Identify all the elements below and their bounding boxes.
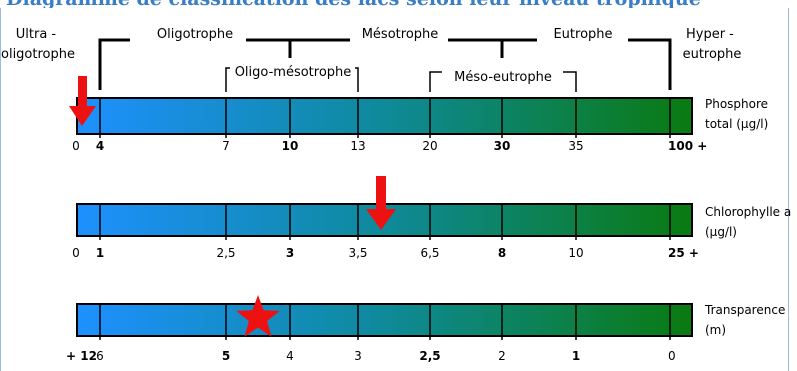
phosphore-arrow xyxy=(69,76,96,126)
phosphore-bar xyxy=(76,97,693,135)
tick-label: 2,5 xyxy=(419,349,440,363)
tick-label: 6 xyxy=(96,349,104,363)
hyper-eutrophe-label: Hyper - eutrophe xyxy=(683,27,742,62)
transparence-tick-labels: + 12 6 5 4 3 2,5 2 1 0 xyxy=(66,349,676,363)
tick-label: 100 + xyxy=(668,139,707,153)
transparence-bar xyxy=(76,303,693,337)
phosphore-dividers xyxy=(99,98,671,138)
oligo-meso-bracket xyxy=(225,67,359,92)
tick-label: 6,5 xyxy=(420,246,439,260)
tick-label: 10 xyxy=(568,246,583,260)
title-strip: Diagramme de classification des lacs sel… xyxy=(0,0,797,8)
chlorophylle-arrow xyxy=(366,176,396,230)
phosphore-tick-labels: 0 4 7 10 13 20 30 35 100 + xyxy=(72,139,707,153)
tick-label: 5 xyxy=(222,349,230,363)
meso-eutrophe-bracket xyxy=(429,71,577,92)
frame-right-border xyxy=(788,8,789,371)
transparence-star xyxy=(236,295,280,337)
tick-label: 1 xyxy=(96,246,104,260)
tick-label: 25 + xyxy=(668,246,699,260)
eutrophe-label: Eutrophe xyxy=(553,27,612,42)
chlorophylle-dividers xyxy=(99,204,671,240)
phosphore-scale-label: Phosphore total (µg/l) xyxy=(705,97,772,131)
frame-left-border xyxy=(0,8,1,371)
tick-label: 1 xyxy=(572,349,580,363)
tick-label: 3,5 xyxy=(348,246,367,260)
tick-label: 8 xyxy=(498,246,506,260)
scale-phosphore: 0 4 7 10 13 20 30 35 100 + Phosphore total (µg/l… xyxy=(72,97,772,153)
tick-label: 4 xyxy=(96,139,104,153)
tick-label: 2 xyxy=(498,349,506,363)
transparence-scale-label: Transparence (m) xyxy=(704,303,789,337)
ultra-oligotrophe-label: Ultra - oligotrophe xyxy=(1,27,75,62)
tick-label: 7 xyxy=(222,139,230,153)
tick-label: 4 xyxy=(286,349,294,363)
oligotrophe-label: Oligotrophe xyxy=(157,27,233,42)
tick-label: 0 xyxy=(72,246,80,260)
category-brackets xyxy=(98,38,672,92)
tick-label: 13 xyxy=(350,139,365,153)
tick-label: 0 xyxy=(668,349,676,363)
chlorophylle-tick-labels: 0 1 2,5 3 3,5 6,5 8 10 25 + xyxy=(72,246,699,260)
oligo-mesotrophe-label: Oligo-mésotrophe xyxy=(235,65,352,80)
tick-label: 2,5 xyxy=(216,246,235,260)
transparence-dividers xyxy=(99,304,671,340)
main-bracket xyxy=(98,38,672,90)
tick-label: 35 xyxy=(568,139,583,153)
tick-label: 3 xyxy=(354,349,362,363)
category-header: Ultra - oligotrophe Oligotrophe Mésotrop… xyxy=(1,27,741,85)
mesotrophe-label: Mésotrophe xyxy=(362,27,439,42)
chlorophylle-scale-label: Chlorophylle a (µg/l) xyxy=(705,205,795,239)
tick-label: + 12 xyxy=(66,349,97,363)
tick-label: 20 xyxy=(422,139,437,153)
scale-transparence: + 12 6 5 4 3 2,5 2 1 0 Transparence (m) xyxy=(66,303,789,363)
meso-eutrophe-label: Méso-eutrophe xyxy=(454,70,552,85)
tick-label: 3 xyxy=(286,246,294,260)
scale-chlorophylle: 0 1 2,5 3 3,5 6,5 8 10 25 + Chlorophylle a (µg/l… xyxy=(72,203,795,260)
tick-label: 10 xyxy=(282,139,299,153)
tick-label: 0 xyxy=(72,139,80,153)
tick-label: 30 xyxy=(494,139,511,153)
page-title: Diagramme de classification des lacs sel… xyxy=(6,0,701,8)
